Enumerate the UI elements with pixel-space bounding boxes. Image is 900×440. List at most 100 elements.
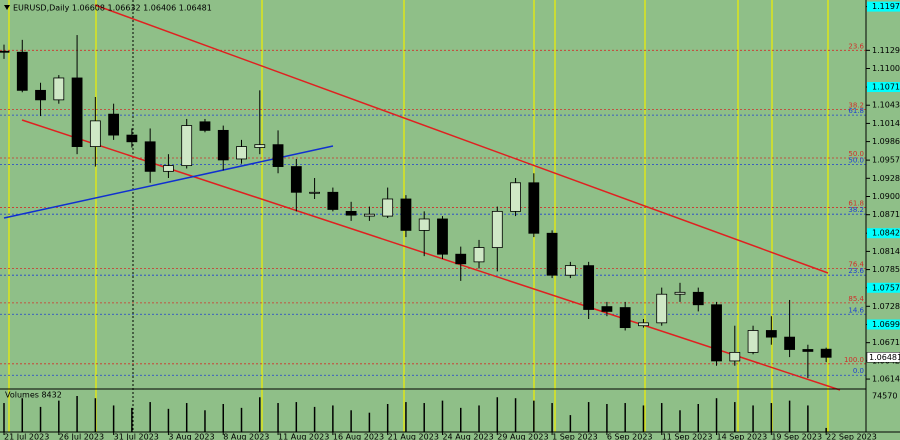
- candle-body: [546, 232, 558, 276]
- y-tick-label: 1.07855: [872, 265, 900, 274]
- x-tick-label: 24 Aug 2023: [442, 433, 493, 440]
- tick-highlight: [867, 228, 900, 239]
- candle-body: [711, 304, 722, 362]
- level-label: 76.4: [848, 261, 864, 269]
- candles: [0, 35, 832, 379]
- candle-body: [437, 218, 448, 255]
- x-tick-label: 3 Aug 2023: [168, 433, 214, 440]
- y-tick-label: 1.11005: [872, 64, 900, 73]
- candle-body: [163, 165, 174, 172]
- y-tick-label: 1.09285: [872, 174, 900, 183]
- x-tick-label: 29 Aug 2023: [497, 433, 548, 440]
- plot-bg: [0, 0, 866, 440]
- candle-body: [528, 182, 540, 234]
- price-box: [866, 352, 900, 363]
- level-label: 100.0: [844, 356, 864, 364]
- y-tick-label: 1.11975: [872, 2, 900, 11]
- y-tick-label: 1.09000: [872, 192, 900, 201]
- candle-body: [290, 166, 302, 193]
- level-label: 23.6: [848, 267, 864, 275]
- x-tick-label: 1 Sep 2023: [552, 433, 598, 440]
- candle-body: [53, 77, 65, 101]
- level-label: 38.2: [848, 206, 864, 214]
- candle-body: [564, 265, 576, 276]
- level-label: 50.0: [848, 150, 864, 158]
- candle-body: [692, 291, 704, 306]
- x-tick-label: 21 Jul 2023: [4, 433, 49, 440]
- candle-body: [583, 265, 595, 310]
- candle-body: [0, 50, 10, 53]
- level-label: 14.6: [848, 306, 864, 314]
- x-tick-label: 11 Aug 2023: [278, 433, 329, 440]
- level-label: 0.0: [853, 367, 864, 375]
- level-label: 50.0: [848, 157, 864, 165]
- x-tick-label: 11 Sep 2023: [662, 433, 713, 440]
- x-tick-label: 26 Jul 2023: [59, 433, 104, 440]
- candle-body: [345, 210, 357, 216]
- candle-body: [400, 198, 412, 231]
- chart-title: EURUSD,Daily 1.06608 1.06632 1.06406 1.0…: [13, 4, 212, 13]
- candle-body: [108, 113, 120, 136]
- candle-body: [254, 144, 266, 148]
- fib-levels: 23.638.261.850.050.061.838.276.423.685.4…: [0, 42, 866, 376]
- y-tick-label: 1.08140: [872, 247, 900, 256]
- candle-body: [656, 293, 668, 324]
- volumes: [3, 396, 827, 432]
- x-tick-label: 6 Sep 2023: [607, 433, 653, 440]
- level-label: 85.4: [848, 295, 864, 303]
- y-tick-label: 1.09860: [872, 137, 900, 146]
- candle-body: [820, 348, 832, 358]
- level-label: 61.8: [848, 107, 864, 115]
- candle-body: [144, 141, 156, 172]
- candle-body: [601, 306, 613, 312]
- x-tick-label: 19 Sep 2023: [771, 433, 822, 440]
- y-tick-label: 1.09570: [872, 156, 900, 165]
- candle-body: [181, 125, 193, 167]
- candle-body: [272, 144, 284, 167]
- candle-body: [199, 121, 211, 131]
- x-tick-label: 8 Aug 2023: [223, 433, 269, 440]
- candle-body: [309, 191, 320, 194]
- candle-body: [729, 351, 741, 362]
- candle-body: [747, 330, 759, 353]
- candle-body: [71, 77, 83, 147]
- candle-body: [455, 253, 467, 265]
- candle-body: [802, 349, 814, 352]
- price-label: 1.06481: [869, 353, 900, 362]
- candle-body: [327, 191, 339, 210]
- candle-body: [638, 322, 649, 327]
- x-tick-label: 21 Aug 2023: [388, 433, 439, 440]
- tick-highlight: [867, 319, 900, 330]
- y-tick-label: 1.10430: [872, 101, 900, 110]
- candle-body: [418, 218, 430, 231]
- candle-body: [217, 129, 229, 161]
- x-tick-label: 14 Sep 2023: [717, 433, 768, 440]
- y-tick-label: 1.06710: [872, 338, 900, 347]
- tick-highlight: [867, 282, 900, 293]
- title-arrow: [4, 5, 10, 10]
- candle-body: [236, 146, 247, 160]
- candle-body: [16, 51, 28, 91]
- volume-label: Volumes 8432: [5, 391, 62, 400]
- level-label: 38.2: [848, 101, 864, 109]
- y-tick-label: 1.10145: [872, 119, 900, 128]
- volume-max-label: 74570: [872, 392, 897, 401]
- y-tick-label: 1.07570: [872, 283, 900, 292]
- y-tick-label: 1.08715: [872, 210, 900, 219]
- level-label: 23.6: [848, 42, 864, 50]
- candle-body: [382, 198, 394, 217]
- level-label: 61.8: [848, 200, 864, 208]
- candle-body: [473, 247, 485, 263]
- y-tick-label: 1.07280: [872, 302, 900, 311]
- tick-highlight: [867, 82, 900, 93]
- x-tick-label: 31 Jul 2023: [114, 433, 159, 440]
- y-tick-label: 1.06140: [872, 375, 900, 384]
- axes: 1.11975 1.11290 1.11005 1.10715 1.10430 1.101…: [3, 1, 900, 440]
- candle-body: [35, 89, 46, 101]
- y-tick-label: 1.10715: [872, 83, 900, 92]
- candle-body: [674, 291, 686, 295]
- candle-body: [619, 307, 631, 329]
- candle-body: [363, 213, 375, 217]
- y-tick-label: 1.11290: [872, 46, 900, 55]
